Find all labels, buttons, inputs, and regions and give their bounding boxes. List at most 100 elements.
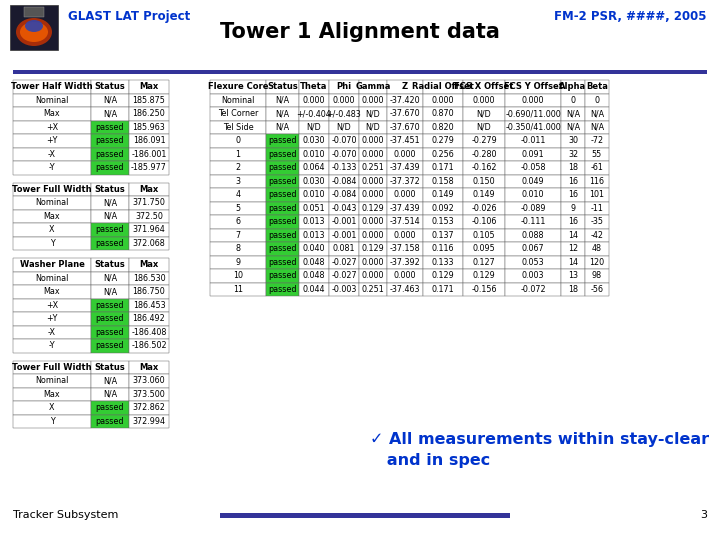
Text: passed: passed bbox=[96, 314, 125, 323]
Text: 0.000: 0.000 bbox=[361, 258, 384, 267]
Text: 10: 10 bbox=[233, 271, 243, 280]
Text: Tower Half Width: Tower Half Width bbox=[12, 82, 93, 91]
Text: 372.50: 372.50 bbox=[135, 212, 163, 221]
Bar bbox=[387, 215, 423, 228]
Text: Flexure Core: Flexure Core bbox=[208, 82, 269, 91]
Bar bbox=[585, 107, 609, 120]
Bar bbox=[359, 147, 387, 161]
Bar bbox=[129, 183, 169, 196]
Text: Y: Y bbox=[50, 417, 55, 426]
Bar bbox=[463, 93, 505, 107]
Bar bbox=[13, 339, 91, 353]
Bar bbox=[505, 255, 561, 269]
Text: 0.000: 0.000 bbox=[302, 96, 325, 105]
Bar bbox=[299, 269, 329, 282]
Bar bbox=[91, 326, 129, 339]
Text: -0.001: -0.001 bbox=[331, 231, 356, 240]
Text: -186.408: -186.408 bbox=[131, 328, 167, 337]
Bar bbox=[299, 120, 329, 134]
Text: N/A: N/A bbox=[566, 109, 580, 118]
Bar bbox=[561, 255, 585, 269]
Text: -37.514: -37.514 bbox=[390, 217, 420, 226]
Bar bbox=[91, 120, 129, 134]
Bar bbox=[561, 215, 585, 228]
Text: Alpha: Alpha bbox=[559, 82, 587, 91]
Bar bbox=[423, 242, 463, 255]
Text: 0.171: 0.171 bbox=[432, 163, 454, 172]
Text: 0.092: 0.092 bbox=[431, 204, 454, 213]
Bar bbox=[561, 120, 585, 134]
Text: -37.670: -37.670 bbox=[390, 123, 420, 132]
Text: +X: +X bbox=[46, 301, 58, 310]
Bar bbox=[13, 183, 91, 196]
Bar bbox=[91, 401, 129, 415]
Bar bbox=[423, 269, 463, 282]
Text: 0.000: 0.000 bbox=[394, 190, 416, 199]
Text: N/D: N/D bbox=[477, 109, 491, 118]
Bar bbox=[299, 107, 329, 120]
Bar bbox=[463, 107, 505, 120]
Text: 186.091: 186.091 bbox=[132, 136, 166, 145]
Text: Max: Max bbox=[140, 185, 158, 194]
Bar bbox=[13, 312, 91, 326]
Bar bbox=[266, 188, 299, 201]
Bar bbox=[129, 161, 169, 174]
Text: 373.500: 373.500 bbox=[132, 390, 166, 399]
Text: -185.977: -185.977 bbox=[131, 163, 167, 172]
Bar bbox=[359, 188, 387, 201]
Text: 18: 18 bbox=[568, 285, 578, 294]
Text: -Y: -Y bbox=[49, 341, 55, 350]
Bar bbox=[299, 147, 329, 161]
Bar bbox=[387, 93, 423, 107]
Text: Tower 1 Alignment data: Tower 1 Alignment data bbox=[220, 22, 500, 42]
Bar bbox=[505, 215, 561, 228]
Text: Nominal: Nominal bbox=[35, 376, 68, 385]
Bar bbox=[129, 312, 169, 326]
Text: 0.064: 0.064 bbox=[302, 163, 325, 172]
Text: 14: 14 bbox=[568, 258, 578, 267]
Bar bbox=[561, 147, 585, 161]
Bar bbox=[10, 5, 58, 50]
Text: FCS X Offset: FCS X Offset bbox=[454, 82, 513, 91]
Text: 0.000: 0.000 bbox=[361, 271, 384, 280]
Text: 186.750: 186.750 bbox=[132, 287, 166, 296]
Text: passed: passed bbox=[269, 231, 297, 240]
Text: Phi: Phi bbox=[336, 82, 351, 91]
Bar bbox=[463, 80, 505, 93]
Text: passed: passed bbox=[269, 285, 297, 294]
Bar bbox=[585, 134, 609, 147]
Bar bbox=[329, 282, 359, 296]
Bar bbox=[329, 215, 359, 228]
Text: 0.044: 0.044 bbox=[302, 285, 325, 294]
Bar bbox=[13, 134, 91, 147]
Text: 0.000: 0.000 bbox=[361, 150, 384, 159]
Bar bbox=[463, 201, 505, 215]
Bar bbox=[91, 107, 129, 120]
Bar bbox=[91, 147, 129, 161]
Text: 0.870: 0.870 bbox=[432, 109, 454, 118]
Bar bbox=[359, 174, 387, 188]
Bar bbox=[585, 282, 609, 296]
Bar bbox=[387, 201, 423, 215]
Bar bbox=[266, 269, 299, 282]
Bar bbox=[329, 174, 359, 188]
Bar bbox=[13, 161, 91, 174]
Text: 0.129: 0.129 bbox=[361, 204, 384, 213]
Text: 0.013: 0.013 bbox=[302, 231, 325, 240]
Bar bbox=[299, 228, 329, 242]
Bar bbox=[210, 107, 266, 120]
Text: -0.027: -0.027 bbox=[331, 271, 357, 280]
Bar bbox=[463, 161, 505, 174]
Bar bbox=[299, 161, 329, 174]
Text: 48: 48 bbox=[592, 244, 602, 253]
Text: 0: 0 bbox=[570, 96, 575, 105]
Bar bbox=[585, 215, 609, 228]
Bar bbox=[329, 120, 359, 134]
Text: 0.053: 0.053 bbox=[522, 258, 544, 267]
Text: -0.070: -0.070 bbox=[331, 150, 356, 159]
Bar bbox=[387, 228, 423, 242]
Bar bbox=[91, 237, 129, 250]
Bar bbox=[13, 237, 91, 250]
Bar bbox=[505, 147, 561, 161]
Text: N/A: N/A bbox=[590, 123, 604, 132]
